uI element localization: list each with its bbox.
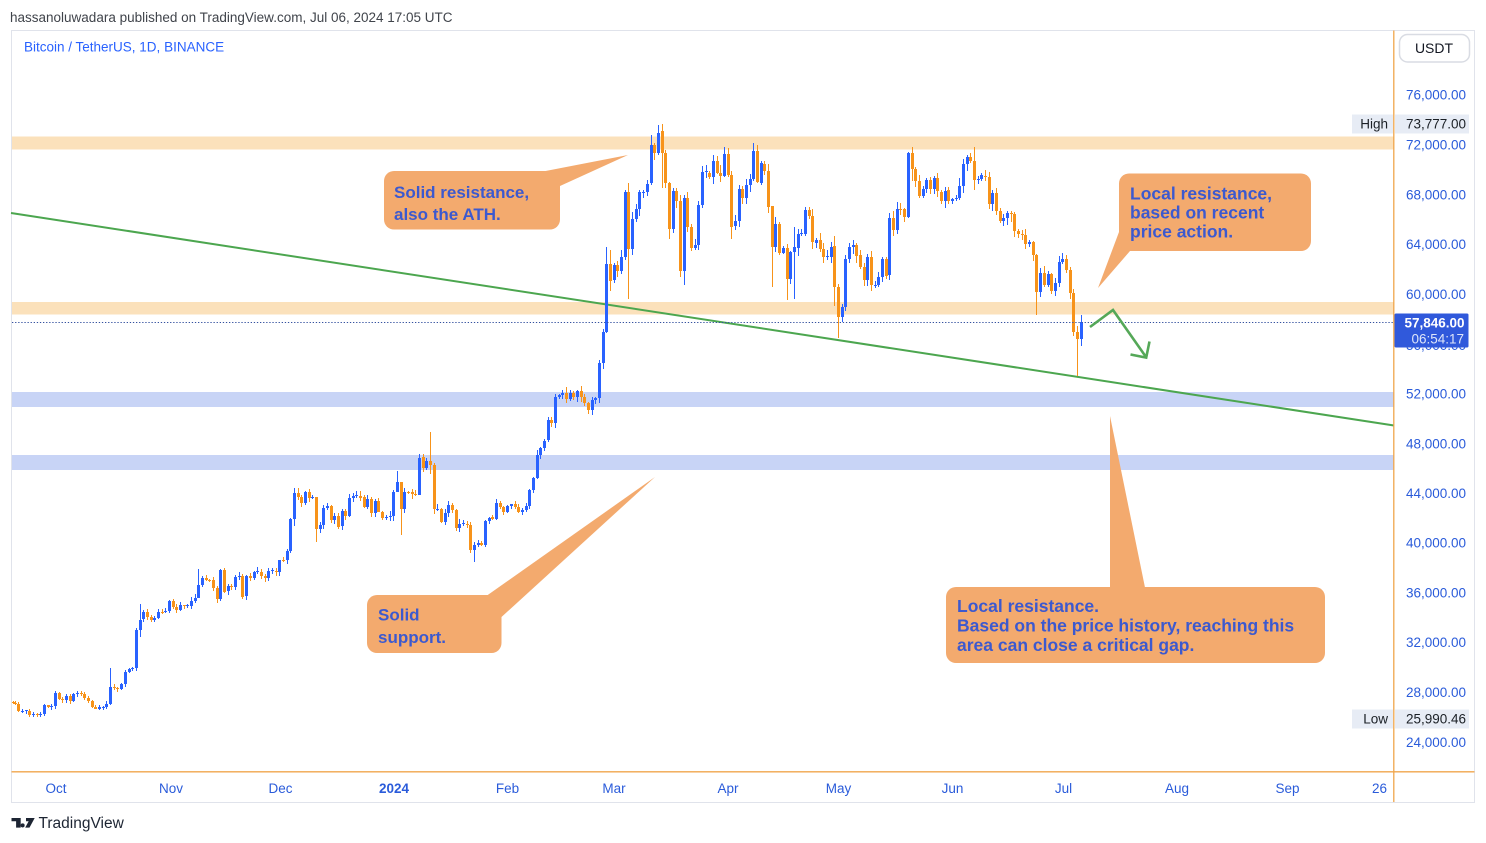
svg-text:Solid: Solid — [378, 606, 420, 625]
svg-text:40,000.00: 40,000.00 — [1406, 536, 1466, 551]
svg-text:73,777.00: 73,777.00 — [1406, 117, 1466, 132]
svg-text:Oct: Oct — [45, 781, 66, 796]
svg-text:Aug: Aug — [1165, 781, 1189, 796]
svg-text:44,000.00: 44,000.00 — [1406, 486, 1466, 501]
svg-text:area can close a critical gap.: area can close a critical gap. — [957, 635, 1194, 655]
svg-text:Solid resistance,: Solid resistance, — [394, 183, 529, 202]
svg-text:Local resistance,: Local resistance, — [1130, 184, 1272, 204]
svg-text:36,000.00: 36,000.00 — [1406, 586, 1466, 601]
svg-text:Dec: Dec — [268, 781, 292, 796]
svg-text:Mar: Mar — [602, 781, 626, 796]
svg-text:High: High — [1360, 117, 1388, 132]
svg-text:Bitcoin / TetherUS, 1D, BINANC: Bitcoin / TetherUS, 1D, BINANCE — [24, 40, 224, 55]
svg-text:06:54:17: 06:54:17 — [1411, 332, 1464, 347]
svg-text:26: 26 — [1372, 781, 1387, 796]
svg-text:32,000.00: 32,000.00 — [1406, 635, 1466, 650]
svg-text:24,000.00: 24,000.00 — [1406, 735, 1466, 750]
svg-text:based on recent: based on recent — [1130, 203, 1264, 223]
svg-text:28,000.00: 28,000.00 — [1406, 685, 1466, 700]
svg-text:64,000.00: 64,000.00 — [1406, 237, 1466, 252]
svg-text:price action.: price action. — [1130, 222, 1233, 242]
svg-text:68,000.00: 68,000.00 — [1406, 188, 1466, 203]
svg-text:76,000.00: 76,000.00 — [1406, 88, 1466, 103]
svg-text:48,000.00: 48,000.00 — [1406, 437, 1466, 452]
svg-text:USDT: USDT — [1415, 40, 1454, 56]
svg-text:Jul: Jul — [1055, 781, 1072, 796]
svg-text:Nov: Nov — [159, 781, 183, 796]
svg-text:Feb: Feb — [496, 781, 519, 796]
svg-text:25,990.46: 25,990.46 — [1406, 712, 1466, 727]
svg-text:May: May — [826, 781, 852, 796]
svg-text:also the ATH.: also the ATH. — [394, 205, 501, 224]
svg-text:Based on the price history, re: Based on the price history, reaching thi… — [957, 616, 1294, 636]
svg-text:57,846.00: 57,846.00 — [1404, 316, 1464, 331]
svg-text:72,000.00: 72,000.00 — [1406, 138, 1466, 153]
svg-text:52,000.00: 52,000.00 — [1406, 387, 1466, 402]
svg-text:Jun: Jun — [942, 781, 964, 796]
svg-text:TradingView: TradingView — [39, 815, 125, 832]
svg-text:Apr: Apr — [717, 781, 739, 796]
svg-text:2024: 2024 — [379, 781, 410, 796]
svg-text:hassanoluwadara published on T: hassanoluwadara published on TradingView… — [10, 10, 453, 25]
svg-text:support.: support. — [378, 628, 446, 647]
svg-text:Local resistance.: Local resistance. — [957, 596, 1099, 616]
svg-text:Low: Low — [1363, 712, 1388, 727]
svg-text:Sep: Sep — [1275, 781, 1299, 796]
svg-text:60,000.00: 60,000.00 — [1406, 287, 1466, 302]
